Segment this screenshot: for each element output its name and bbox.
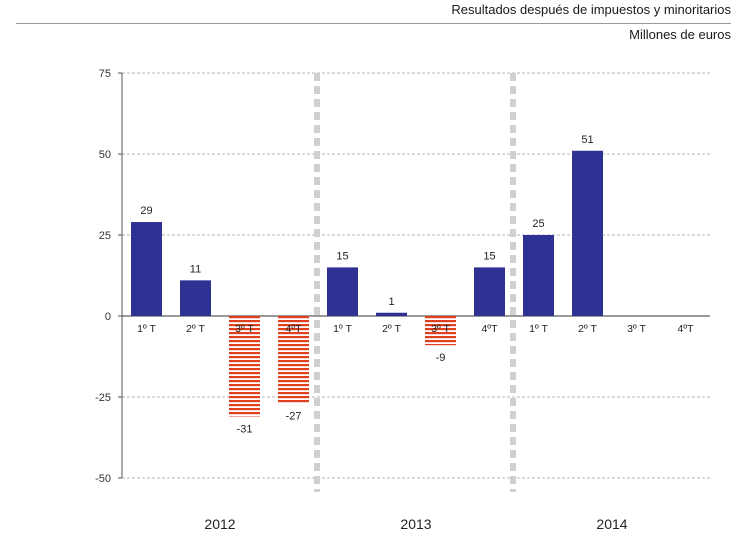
chart-unit: Millones de euros [629,27,731,42]
bar-2013-q3 [425,316,456,346]
data-label: 15 [336,250,348,262]
y-axis: 75 50 25 0 -25 -50 [95,68,710,485]
bar-2012-q4 [278,316,309,404]
bar-2013-q2 [376,312,407,316]
y-tick-label: -50 [95,473,111,485]
bar-2012-q3 [229,316,260,417]
year-label: 2014 [596,516,627,532]
bar-2014-q2 [572,150,603,316]
data-label: 11 [190,263,201,275]
y-tick-label: 25 [99,230,111,242]
quarter-label: 3º T [235,323,254,335]
labels: 29 1º T 11 2º T -31 3º T -27 4ºT 2012 15 1º T 1 2º T… [137,134,694,532]
data-label: 29 [140,205,152,217]
data-label: 51 [581,134,593,146]
y-tick-label: -25 [95,392,111,404]
bar-2012-q1 [131,222,162,316]
bar-2013-q4 [474,267,505,316]
quarter-label: 2º T [382,323,401,335]
data-label: 15 [483,250,495,262]
bar-2012-q2 [180,280,211,316]
y-tick-label: 75 [99,68,111,80]
y-tick-label: 50 [99,149,111,161]
quarter-label: 2º T [186,323,205,335]
data-label: -31 [237,423,253,435]
year-label: 2013 [400,516,431,532]
year-separators [314,73,516,492]
quarter-label: 2º T [578,323,597,335]
quarter-label: 1º T [333,323,352,335]
quarter-label: 1º T [137,323,156,335]
chart-title: Resultados después de impuestos y minori… [451,2,731,17]
header-divider [16,23,731,24]
quarter-label: 4ºT [481,323,498,335]
grid-lines [122,72,710,479]
quarter-label: 1º T [529,323,548,335]
data-label: 1 [388,296,394,308]
year-label: 2012 [204,516,235,532]
quarter-label: 3º T [627,323,646,335]
bar-2014-q1 [523,235,554,316]
quarter-label: 3º T [431,323,450,335]
quarter-label: 4ºT [677,323,694,335]
bar-2013-q1 [327,267,358,316]
data-label: -9 [436,352,446,364]
data-label: -27 [286,410,302,422]
y-tick-label: 0 [105,311,111,323]
data-label: 25 [532,218,544,230]
quarter-label: 4ºT [285,323,302,335]
bars [131,150,603,417]
